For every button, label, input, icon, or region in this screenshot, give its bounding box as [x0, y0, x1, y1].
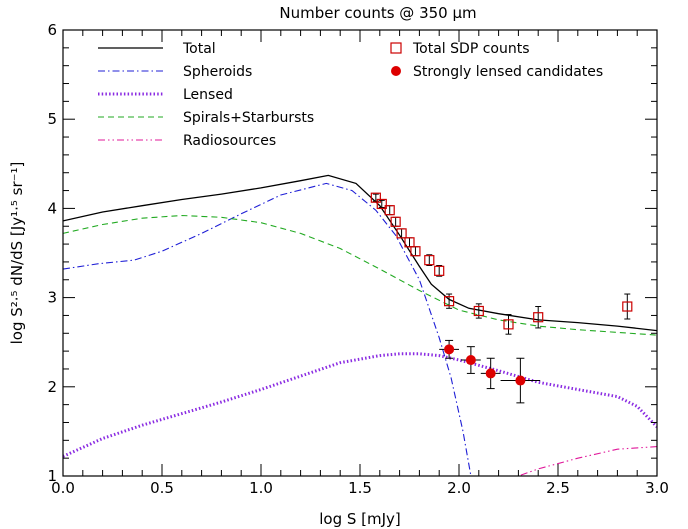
- sdp-point: [434, 265, 445, 276]
- legend-label: Radiosources: [183, 133, 276, 149]
- y-axis-label: log S²·⁵ dN/dS [Jy¹·⁵ sr⁻¹]: [8, 162, 26, 345]
- legend: Total Spheroids Lensed Spirals+Starbursts Ra…: [98, 41, 603, 149]
- plot-frame: [62, 29, 658, 477]
- lensed-point: [515, 375, 526, 386]
- x-tick-label: 2.5: [546, 479, 570, 497]
- y-tick-label: 4: [47, 199, 57, 217]
- sdp-point: [622, 301, 633, 312]
- legend-label: Strongly lensed candidates: [413, 64, 603, 80]
- y-tick-label: 6: [47, 21, 57, 39]
- series-line-lensed: [63, 352, 657, 458]
- x-axis-label: log S [mJy]: [319, 510, 401, 528]
- series-line-radiosources: [516, 446, 657, 476]
- model-curves: [63, 174, 657, 476]
- legend-label: Lensed: [183, 87, 233, 103]
- sdp-point: [533, 312, 544, 323]
- series-line-spirals-starbursts: [63, 214, 657, 336]
- legend-label: Total: [182, 41, 216, 57]
- x-tick-label: 0.5: [150, 479, 174, 497]
- series-line-total: [63, 174, 657, 332]
- y-tick-label: 3: [47, 289, 57, 307]
- sdp-point: [444, 296, 455, 307]
- chart-title: Number counts @ 350 μm: [279, 4, 476, 22]
- legend-marker-sdp: [390, 42, 402, 54]
- sdp-point: [424, 255, 435, 266]
- legend-label: Spheroids: [183, 64, 252, 80]
- sdp-point: [390, 216, 401, 227]
- axis-ticks: 0.0 0.5 1.0 1.5 2.0 2.5 3.0 1 2 3 4 5 6: [47, 21, 668, 497]
- x-tick-label: 2.0: [447, 479, 471, 497]
- legend-label: Spirals+Starbursts: [183, 110, 314, 126]
- sdp-point: [376, 198, 387, 210]
- x-tick-label: 1.5: [348, 479, 372, 497]
- plot-area: [63, 174, 657, 476]
- legend-marker-lensed: [391, 66, 401, 76]
- y-tick-label: 2: [47, 378, 57, 396]
- sdp-point: [370, 192, 381, 203]
- y-tick-label: 1: [47, 467, 57, 485]
- lensed-point: [444, 344, 455, 355]
- legend-label: Total SDP counts: [412, 41, 530, 57]
- data-points: [370, 192, 633, 404]
- x-tick-label: 0.0: [51, 479, 75, 497]
- sdp-point: [473, 305, 484, 317]
- sdp-point: [396, 228, 407, 239]
- sdp-point: [404, 237, 415, 248]
- lensed-point: [485, 368, 496, 379]
- sdp-point: [503, 319, 514, 330]
- lensed-point: [465, 355, 476, 366]
- sdp-point: [384, 205, 395, 216]
- sdp-point: [410, 246, 421, 257]
- y-tick-label: 5: [47, 110, 57, 128]
- series-line-spheroids: [63, 182, 472, 476]
- x-tick-label: 1.0: [249, 479, 273, 497]
- x-tick-label: 3.0: [645, 479, 669, 497]
